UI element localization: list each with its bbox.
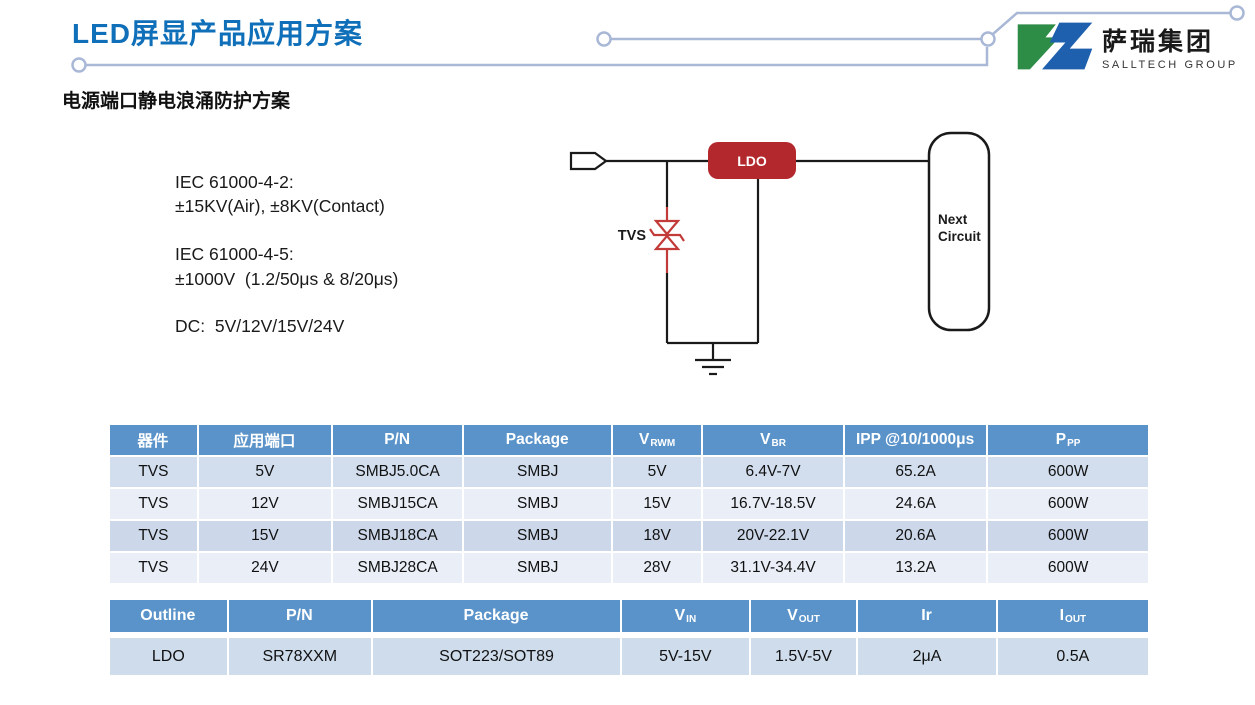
logo-mark-icon	[1017, 22, 1093, 70]
spec-line-esd: ±15KV(Air), ±8KV(Contact)	[175, 196, 385, 216]
table-cell: 24V	[198, 553, 331, 583]
table-cell: 24.6A	[845, 489, 987, 519]
table-cell: SOT223/SOT89	[372, 638, 621, 675]
table-cell: 12V	[198, 489, 331, 519]
table-cell: TVS	[110, 489, 197, 519]
table-cell: SMBJ	[464, 521, 612, 551]
table-cell: 600W	[988, 553, 1148, 583]
col-header: IPP @10/1000μs	[845, 425, 987, 455]
ldo-block: LDO	[708, 142, 796, 179]
tvs-label: TVS	[618, 228, 647, 244]
col-header: Outline	[110, 600, 227, 632]
table-cell: 0.5A	[997, 638, 1148, 675]
svg-text:LDO: LDO	[737, 153, 767, 169]
table-cell: 5V	[198, 457, 331, 487]
table-cell: 31.1V-34.4V	[703, 553, 844, 583]
tvs-diode-icon	[649, 207, 685, 273]
table-cell: 600W	[988, 457, 1148, 487]
table-cell: 1.5V-5V	[750, 638, 857, 675]
page-title: LED屏显产品应用方案	[72, 18, 364, 49]
table-cell: LDO	[110, 638, 227, 675]
logo-en-text: SALLTECH GROUP	[1102, 58, 1238, 71]
table-cell: TVS	[110, 521, 197, 551]
logo-cn-text: 萨瑞集团	[1102, 27, 1215, 56]
table-cell: SR78XXM	[228, 638, 371, 675]
next-circuit-label-2: Circuit	[938, 229, 981, 244]
table-cell: 28V	[613, 553, 702, 583]
table-cell: 16.7V-18.5V	[703, 489, 844, 519]
table-cell: 20V-22.1V	[703, 521, 844, 551]
tvs-spec-table: 器件 应用端口 P/N Package V RWM V BR IPP @10/100…	[110, 425, 1148, 583]
col-header: 应用端口	[198, 425, 331, 455]
ldo-spec-table: Outline P/N Package V IN V OUT Ir I OUT LDO…	[110, 600, 1148, 675]
table-cell: 600W	[988, 489, 1148, 519]
col-header: P/N	[228, 600, 371, 632]
company-logo: 萨瑞集团 SALLTECH GROUP	[1016, 18, 1238, 74]
table-cell: 20.6A	[845, 521, 987, 551]
col-header: V RWM	[613, 425, 702, 455]
table-cell: 6.4V-7V	[703, 457, 844, 487]
table-cell: SMBJ	[464, 489, 612, 519]
spec-line-surge: ±1000V (1.2/50μs & 8/20μs)	[175, 269, 399, 289]
next-circuit-label-1: Next	[938, 212, 968, 227]
table-cell: SMBJ	[464, 553, 612, 583]
table-cell: SMBJ28CA	[333, 553, 463, 583]
col-header: Package	[372, 600, 621, 632]
table-cell: TVS	[110, 553, 197, 583]
input-connector-icon	[569, 151, 608, 171]
col-header: V OUT	[750, 600, 857, 632]
table-cell: 65.2A	[845, 457, 987, 487]
table-cell: SMBJ	[464, 457, 612, 487]
table-cell: 18V	[613, 521, 702, 551]
table-cell: 5V	[613, 457, 702, 487]
table-cell: 2μA	[858, 638, 996, 675]
table-cell: TVS	[110, 457, 197, 487]
col-header: P PP	[988, 425, 1148, 455]
col-header: I OUT	[997, 600, 1148, 632]
spec-line-iec5: IEC 61000-4-5:	[175, 244, 294, 264]
next-circuit-box	[927, 131, 991, 332]
col-header: V IN	[622, 600, 749, 632]
table-cell: SMBJ15CA	[333, 489, 463, 519]
section-subtitle: 电源端口静电浪涌防护方案	[62, 91, 291, 112]
col-header: 器件	[110, 425, 197, 455]
table-cell: SMBJ5.0CA	[333, 457, 463, 487]
col-header: P/N	[333, 425, 463, 455]
decorative-trace-lines	[71, 5, 1245, 73]
table-cell: 600W	[988, 521, 1148, 551]
spec-line-dc-rails: DC: 5V/12V/15V/24V	[175, 316, 345, 336]
table-cell: 5V-15V	[622, 638, 749, 675]
col-header: V BR	[703, 425, 844, 455]
col-header: Package	[464, 425, 612, 455]
table-cell: 15V	[613, 489, 702, 519]
spec-line-iec2: IEC 61000-4-2:	[175, 172, 294, 192]
table-cell: 13.2A	[845, 553, 987, 583]
col-header: Ir	[858, 600, 996, 632]
protection-circuit-diagram: LDO TVS Next Circuit	[569, 131, 991, 376]
table-cell: SMBJ18CA	[333, 521, 463, 551]
table-cell: 15V	[198, 521, 331, 551]
